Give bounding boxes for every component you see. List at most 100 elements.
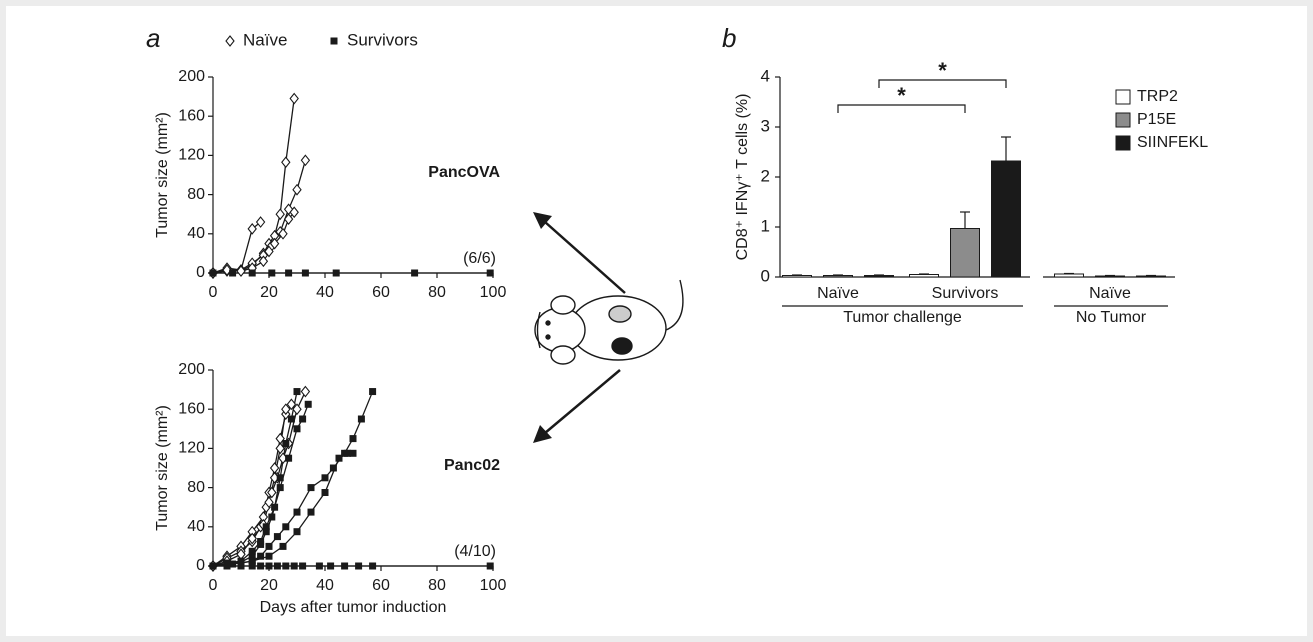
data-point [255,216,266,228]
significance-label: * [897,83,906,108]
data-point [267,486,277,499]
data-point [265,552,273,560]
data-point [293,425,301,433]
data-point [265,562,273,570]
data-point [329,464,337,472]
data-point [290,562,298,570]
chart-label: PancOVA [428,164,500,181]
data-point [268,513,276,521]
data-point [223,562,231,570]
data-point [257,552,265,560]
data-point [282,562,290,570]
legend-swatch [1115,112,1131,128]
data-point [273,562,281,570]
y-tick-label: 1 [761,216,770,235]
data-point [248,562,256,570]
bar [950,228,980,278]
x-tick-label: 60 [372,577,390,594]
x-tick-label: 60 [372,284,390,301]
data-point [264,245,274,258]
x-tick-label: 20 [260,284,278,301]
panel-letter: b [722,23,736,53]
data-point [349,449,357,457]
data-point [301,269,309,277]
y-tick-label: 120 [178,440,205,457]
legend-swatch [1115,89,1131,105]
legend-marker [330,37,338,45]
x-tick-label: 80 [428,577,446,594]
x-tick-label: 0 [209,577,218,594]
data-point [349,435,357,443]
y-axis-label: Tumor size (mm²) [154,112,171,238]
data-point [271,503,279,511]
legend-label: P15E [1137,111,1176,128]
bar [864,275,894,278]
group-label: Tumor challenge [843,309,962,326]
data-point [287,415,295,423]
significance-label: * [938,58,947,83]
y-tick-label: 40 [187,225,205,242]
x-tick-label: 20 [260,577,278,594]
data-point [293,528,301,536]
arrows [533,212,626,443]
data-point [292,403,302,416]
data-point [276,474,284,482]
y-tick-label: 160 [178,107,205,124]
y-tick-label: 80 [187,186,205,203]
legend-label: TRP2 [1137,88,1178,105]
data-point [268,269,276,277]
y-axis-label: CD8⁺ IFNγ⁺ T cells (%) [734,94,751,261]
data-point [289,206,299,219]
data-point [300,385,311,398]
data-point [289,92,299,105]
data-point [486,269,494,277]
data-point [293,388,301,396]
data-point [257,562,265,570]
significance-bracket [837,104,966,113]
y-tick-label: 200 [178,68,205,85]
data-point [248,269,256,277]
data-point [258,255,269,268]
data-point [285,454,293,462]
data-point [248,552,256,560]
data-point [282,523,290,531]
y-tick-label: 80 [187,479,205,496]
data-point [281,403,291,416]
y-axis-label: Tumor size (mm²) [154,405,171,531]
data-point [248,547,256,555]
data-point [304,400,312,408]
x-tick-label: 0 [209,284,218,301]
data-point [236,265,246,277]
annotation: (4/10) [454,543,496,560]
bar [1095,275,1125,278]
data-point [411,269,419,277]
data-point [262,528,270,536]
data-point [307,484,315,492]
data-point [299,415,307,423]
mouse-illustration [534,279,684,365]
data-point [273,533,281,541]
legend-swatch [1115,135,1131,151]
y-tick-label: 4 [761,66,770,85]
data-point [264,496,274,509]
data-point [315,562,323,570]
bar [991,160,1021,278]
legend-marker [225,35,235,47]
x-tick-label: Naïve [1089,285,1131,302]
data-point [275,208,285,221]
data-point [281,156,291,169]
group-label: No Tumor [1076,309,1147,326]
data-point [286,398,297,411]
y-tick-label: 200 [178,361,205,378]
data-point [300,154,311,167]
data-point [229,269,237,277]
y-tick-label: 3 [761,116,770,135]
x-tick-label: 40 [316,577,334,594]
data-point [335,454,343,462]
x-tick-label: 80 [428,284,446,301]
data-point [343,449,351,457]
data-point [357,415,365,423]
data-point [247,223,257,235]
bar [1136,275,1166,278]
